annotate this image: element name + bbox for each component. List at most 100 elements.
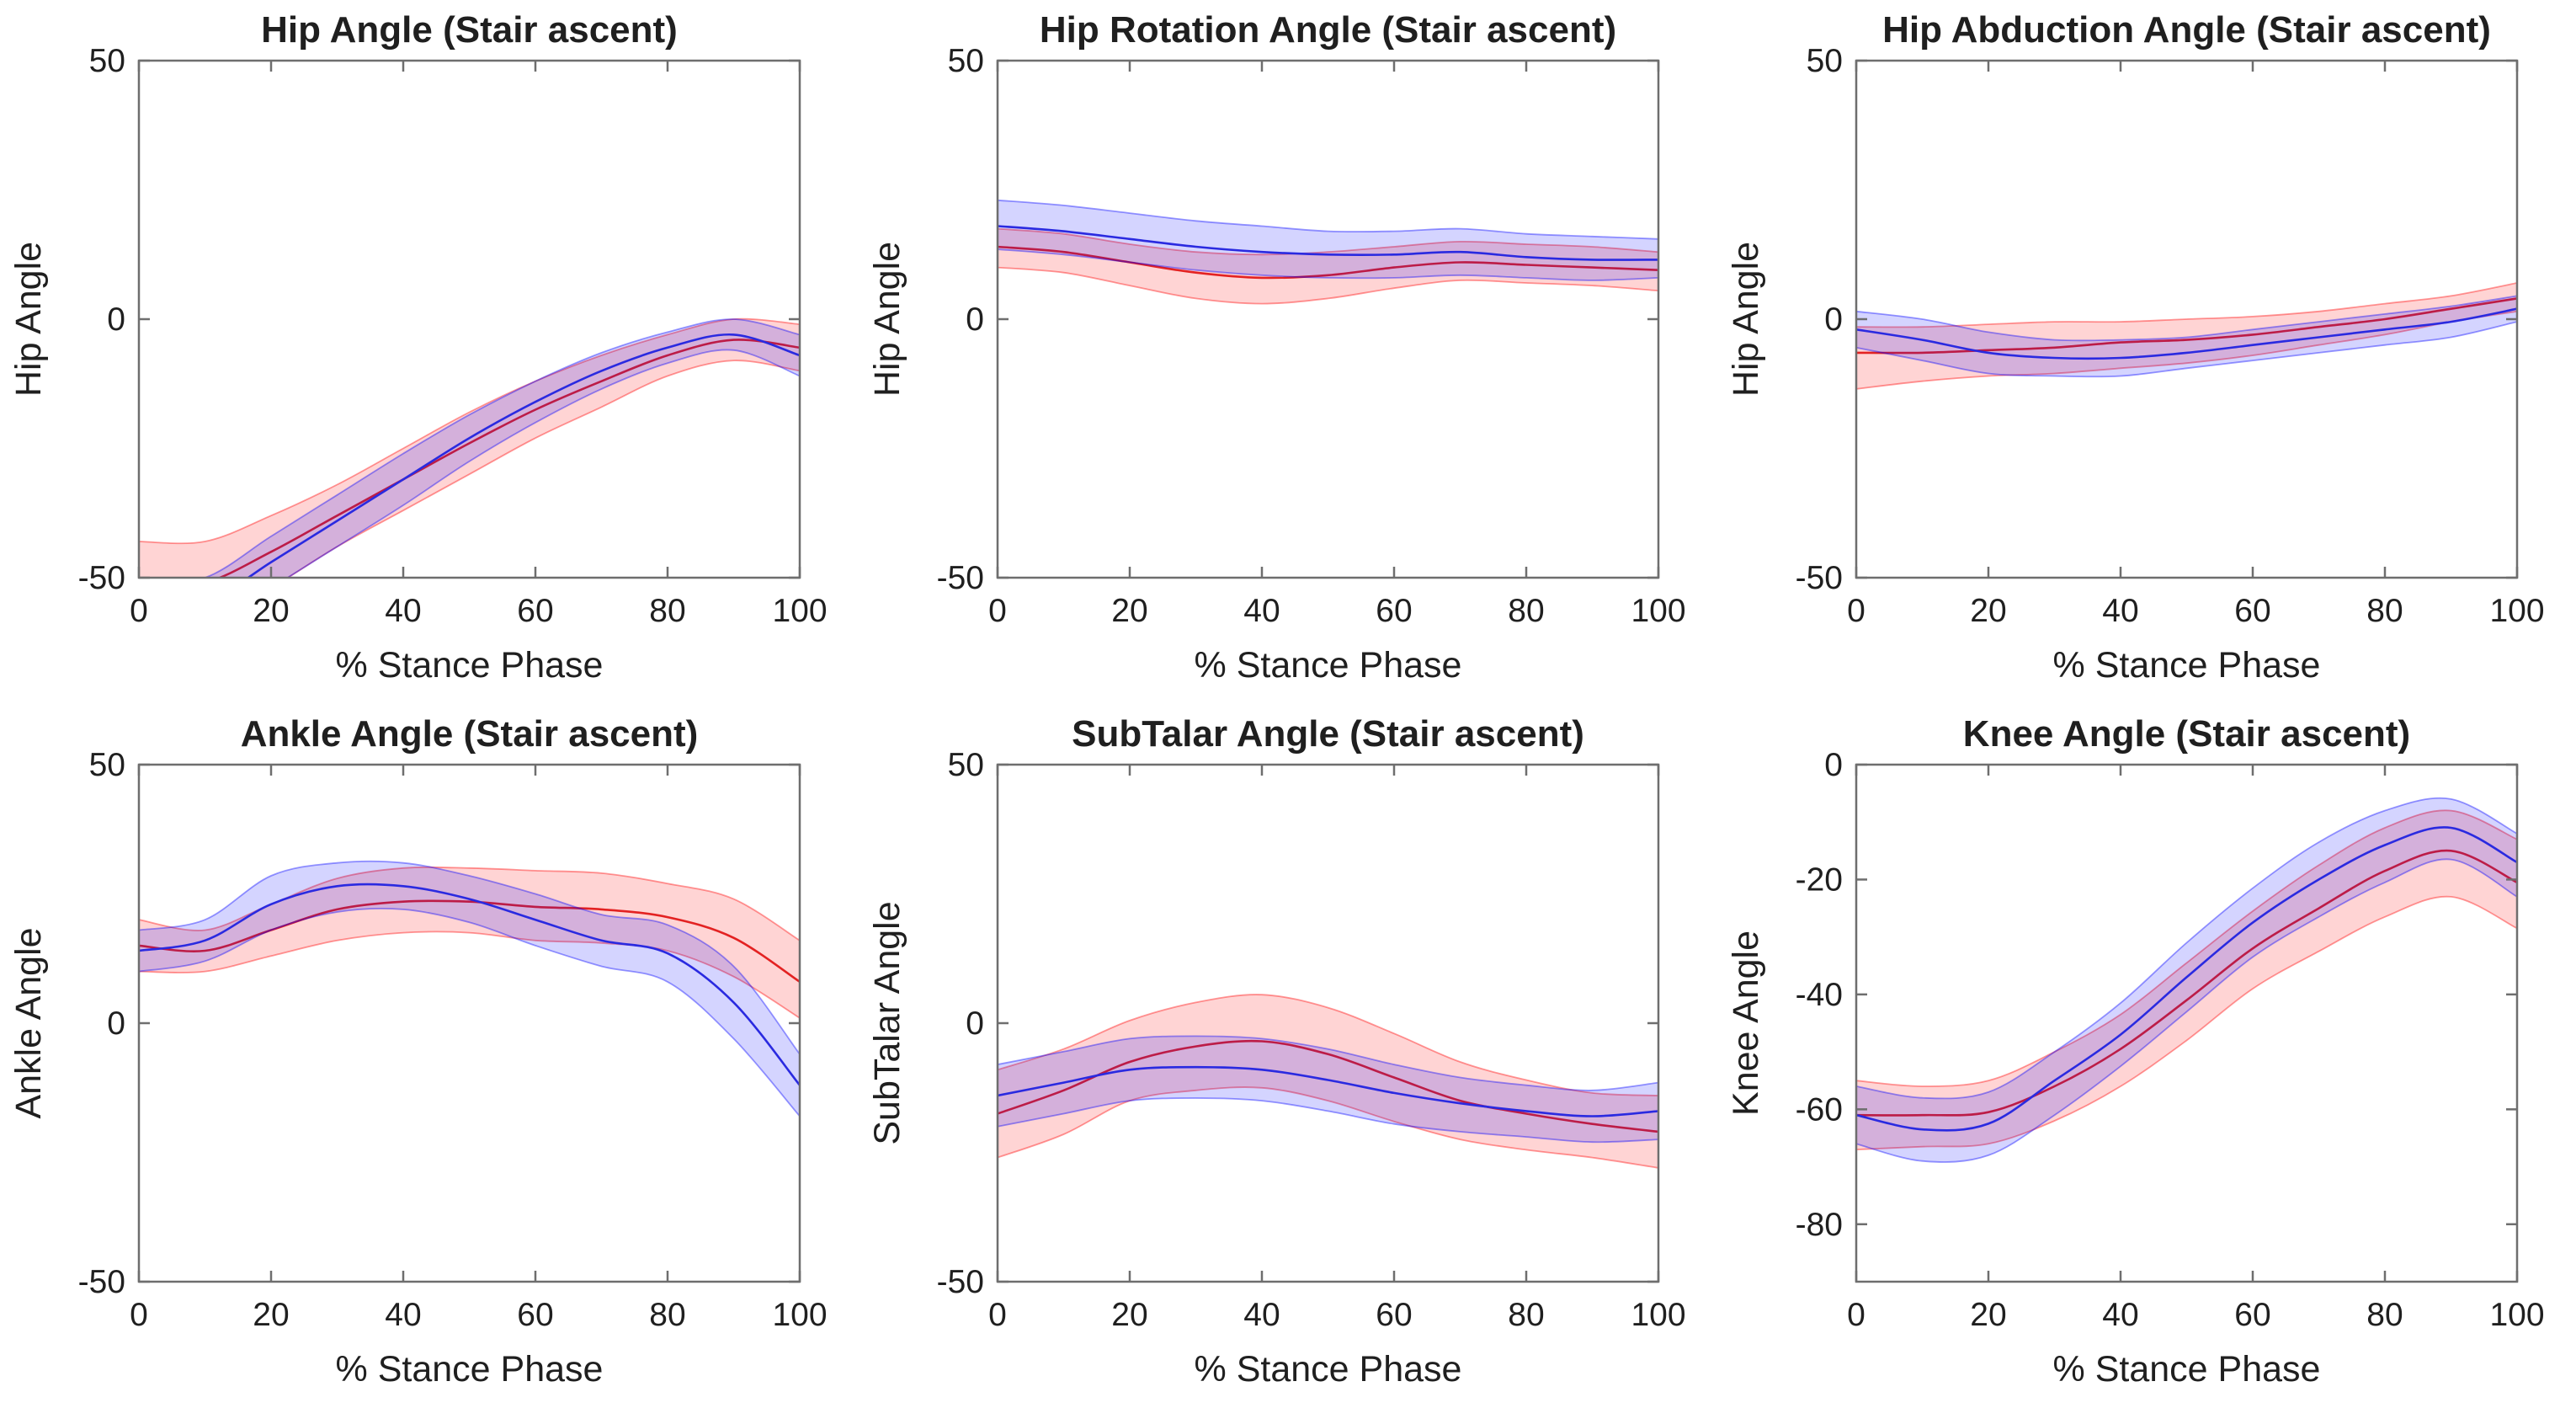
blue-band-lower-edge (998, 1097, 1658, 1144)
blue-confidence-band (139, 861, 800, 1117)
x-tick-label: 80 (1508, 1297, 1544, 1333)
blue-confidence-band (998, 1036, 1658, 1143)
x-tick-label: 20 (1111, 593, 1147, 629)
red-band-upper-edge (139, 317, 800, 545)
tick-marks (1855, 763, 2519, 1282)
y-tick-label: 0 (107, 301, 125, 338)
x-axis-label: % Stance Phase (2053, 645, 2321, 685)
tick-marks (137, 763, 801, 1283)
y-axis-label: Hip Angle (867, 242, 907, 397)
y-tick-label: -50 (78, 1264, 125, 1300)
x-tick-label: 80 (649, 1297, 685, 1333)
y-tick-label: -50 (937, 560, 984, 596)
x-tick-label: 100 (2489, 1297, 2544, 1333)
y-axis-label: Hip Angle (8, 242, 49, 397)
blue-mean-line (998, 1065, 1658, 1117)
x-tick-label: 40 (2102, 593, 2138, 629)
red-confidence-band (1856, 283, 2517, 389)
y-axis-label: Knee Angle (1726, 931, 1766, 1116)
axes-box (137, 763, 801, 1283)
blue-band-upper-edge (998, 1035, 1658, 1091)
blue-mean-line (998, 225, 1658, 261)
plot-title: Hip Angle (Stair ascent) (261, 9, 678, 51)
x-axis-label: % Stance Phase (2053, 1349, 2321, 1389)
plot-area (998, 199, 1658, 305)
x-tick-label: 20 (253, 1297, 289, 1333)
blue-band-lower-edge (1856, 321, 2517, 378)
x-tick-label: 60 (1376, 593, 1412, 629)
blue-mean-line (1856, 826, 2517, 1132)
x-tick-label: 40 (1243, 1297, 1280, 1333)
blue-band-upper-edge (202, 318, 800, 578)
x-tick-label: 80 (2366, 593, 2403, 629)
red-mean-line (998, 245, 1658, 280)
tick-marks (137, 59, 801, 579)
y-tick-label: -50 (78, 560, 125, 596)
x-tick-label: 20 (1970, 593, 2006, 629)
x-tick-label: 60 (2234, 593, 2270, 629)
blue-band-lower-edge (285, 349, 800, 578)
x-tick-label: 20 (1970, 1297, 2006, 1333)
red-band-lower-edge (139, 931, 800, 1019)
plot-title: Hip Abduction Angle (Stair ascent) (1882, 9, 2491, 51)
red-mean-line (139, 899, 800, 984)
red-confidence-band (998, 228, 1658, 304)
y-tick-label: 0 (1824, 747, 1843, 783)
red-mean-line (216, 339, 800, 578)
y-axis-label: Hip Angle (1726, 242, 1766, 397)
plot-area (998, 994, 1658, 1169)
red-band-upper-edge (998, 994, 1658, 1096)
x-tick-label: 100 (772, 593, 827, 629)
axes-box (1855, 763, 2519, 1283)
plot-title: Knee Angle (Stair ascent) (1963, 713, 2410, 755)
tick-marks (996, 59, 1660, 579)
axes-box (996, 59, 1660, 579)
x-tick-label: 80 (649, 593, 685, 629)
y-tick-label: -60 (1796, 1091, 1843, 1128)
x-tick-label: 40 (385, 1297, 421, 1333)
x-tick-label: 20 (1111, 1297, 1147, 1333)
tick-marks (996, 763, 1660, 1283)
x-tick-label: 40 (1243, 593, 1280, 629)
x-tick-label: 60 (1376, 1297, 1412, 1333)
red-band-upper-edge (998, 227, 1658, 256)
tick-marks (1855, 59, 2519, 579)
x-tick-label: 80 (2366, 1297, 2403, 1333)
y-tick-label: 0 (966, 1005, 984, 1042)
blue-band-upper-edge (1856, 295, 2517, 342)
plot-title: Hip Rotation Angle (Stair ascent) (1040, 9, 1616, 51)
blue-band-lower-edge (1856, 858, 2517, 1163)
x-axis-label: % Stance Phase (1195, 1349, 1462, 1389)
red-band-lower-edge (998, 266, 1658, 305)
y-tick-label: 0 (107, 1005, 125, 1042)
x-tick-label: 0 (1847, 593, 1865, 629)
x-tick-label: 0 (1847, 1297, 1865, 1333)
y-axis-label: SubTalar Angle (867, 901, 907, 1144)
red-band-lower-edge (1856, 895, 2517, 1150)
y-tick-label: 50 (89, 43, 125, 79)
red-mean-line (1856, 849, 2517, 1117)
red-band-lower-edge (286, 360, 800, 578)
red-confidence-band (139, 867, 800, 1018)
y-tick-label: -20 (1796, 861, 1843, 898)
red-band-upper-edge (1856, 282, 2517, 328)
red-mean-line (998, 1039, 1658, 1133)
plot-area (139, 860, 800, 1117)
y-tick-label: 50 (948, 747, 984, 783)
x-tick-label: 60 (517, 1297, 553, 1333)
plot-area (1856, 282, 2517, 390)
x-tick-label: 60 (2234, 1297, 2270, 1333)
axes-box (137, 59, 801, 579)
x-tick-label: 0 (988, 1297, 1007, 1333)
plot-area (139, 317, 800, 578)
x-tick-label: 60 (517, 593, 553, 629)
blue-band-lower-edge (998, 248, 1658, 281)
y-tick-label: 50 (948, 43, 984, 79)
blue-confidence-band (205, 318, 800, 578)
x-axis-label: % Stance Phase (336, 1349, 604, 1389)
